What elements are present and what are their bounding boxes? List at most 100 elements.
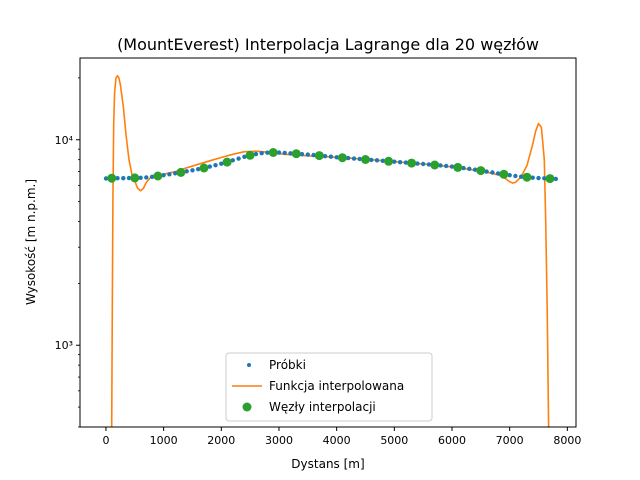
sample-point [507,173,512,178]
sample-point [207,164,212,169]
legend-marker-samples [247,363,251,367]
x-tick-label: 4000 [323,434,351,447]
sample-point [449,164,455,169]
sample-point [467,166,472,171]
chart-title: (MountEverest) Interpolacja Lagrange dla… [117,35,539,54]
sample-point [438,163,443,168]
sample-point [380,158,385,163]
interpolation-node [522,172,532,182]
sample-point [311,152,316,158]
sample-point [213,163,218,168]
interpolation-node [153,171,163,181]
sample-point [103,176,109,181]
sample-point [374,158,380,163]
x-tick-label: 3000 [265,434,293,447]
interpolation-node [384,156,394,166]
interpolation-node [337,153,347,163]
sample-point [421,161,426,167]
sample-point [415,161,420,166]
interpolation-node [176,167,186,177]
sample-point [334,155,339,160]
sample-point [472,167,478,172]
sample-point [484,169,489,174]
sample-point [357,156,362,162]
interpolation-node [268,148,278,157]
sample-point [219,161,224,166]
sample-point [461,165,466,171]
sample-point [351,156,357,161]
legend-label-samples: Próbki [269,358,306,372]
sample-point [144,175,149,180]
sample-point [138,175,143,180]
sample-point [288,151,293,156]
sample-point [184,169,189,174]
legend-marker-nodes [242,402,252,412]
interpolation-node [199,163,209,173]
interpolation-node [430,160,440,170]
interpolation-node [476,166,486,176]
sample-point [196,167,201,172]
sample-point [536,175,541,181]
x-tick-label: 5000 [380,434,408,447]
sample-point [322,154,328,159]
sample-point [190,168,195,173]
x-tick-label: 6000 [438,434,466,447]
x-tick-label: 8000 [553,434,581,447]
sample-point [299,152,305,157]
legend: Próbki Funkcja interpolowana Węzły inter… [225,352,433,422]
sample-point [490,170,495,175]
x-tick-label: 7000 [496,434,524,447]
y-axis-label: Wysokość [m n.p.m.] [24,179,38,305]
interpolation-node [222,157,232,167]
sample-point [276,150,282,155]
sample-point [397,160,403,165]
sample-point [530,175,535,180]
sample-point [115,176,120,181]
interpolation-node [130,173,140,183]
interpolation-node [291,149,301,159]
sample-point [403,160,409,165]
legend-label-nodes: Węzły interpolacji [269,400,376,414]
sample-point [242,154,247,159]
sample-point [426,162,432,167]
series-layer [103,74,558,427]
sample-point [121,176,126,181]
sample-point [259,151,264,156]
x-tick-label: 0 [102,434,109,447]
interpolation-node [245,150,255,160]
sample-point [495,171,501,176]
sample-point [149,174,155,179]
y-tick-label: 10⁴ [55,134,74,147]
sample-point [444,163,449,169]
sample-point [265,150,270,155]
sample-point [553,176,558,182]
plot-frame [79,57,577,428]
x-axis-label: Dystans [m] [291,457,364,471]
sample-point [236,156,241,161]
sample-point [173,171,178,176]
sample-point [519,174,524,179]
sample-point [161,173,166,178]
sample-point [392,159,397,164]
interpolation-node [107,173,117,183]
sample-point [282,150,287,156]
sample-point [328,154,334,159]
sample-point [346,155,351,161]
legend-box [225,352,433,422]
interpolation-node [545,174,555,184]
interpolation-node [314,151,324,161]
sample-point [230,158,235,163]
sample-point [513,173,518,179]
interpolation-node [453,162,463,172]
x-tick-label: 1000 [150,434,178,447]
interpolation-node [407,158,417,168]
interpolation-node [361,155,370,164]
sample-point [126,175,132,181]
y-tick-label: 10³ [55,339,73,352]
sample-point [305,152,310,157]
x-tick-label: 2000 [207,434,235,447]
sample-point [369,157,374,163]
sample-point [253,151,259,157]
x-axis-ticks: 0 1000 2000 3000 4000 5000 6000 7000 8000 [102,427,581,447]
